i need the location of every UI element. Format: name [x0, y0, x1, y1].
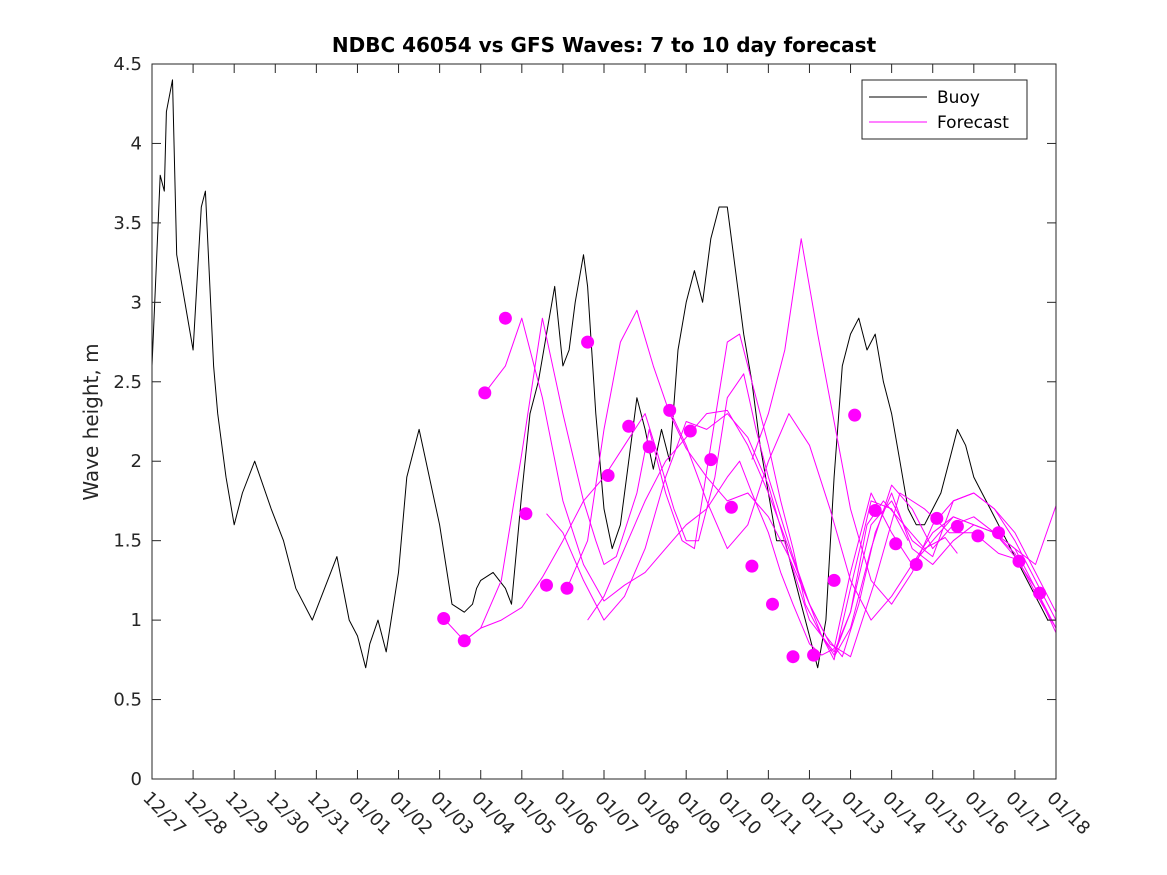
forecast-marker — [683, 424, 697, 438]
legend: Buoy Forecast — [861, 79, 1028, 140]
forecast-marker — [540, 578, 553, 592]
forecast-marker — [519, 507, 533, 521]
forecast-run-line — [833, 484, 1057, 657]
forecast-marker — [622, 419, 636, 433]
forecast-marker — [601, 469, 615, 482]
marker-layer — [437, 311, 1047, 664]
forecast-marker — [930, 511, 944, 525]
y-tick-label: 3.5 — [113, 213, 142, 234]
y-tick-label: 0 — [131, 769, 142, 790]
y-tick-label: 4 — [131, 133, 142, 154]
forecast-marker — [478, 386, 492, 400]
forecast-marker — [1012, 554, 1026, 568]
y-tick-label: 1.5 — [113, 531, 142, 552]
forecast-marker — [663, 403, 677, 417]
forecast-marker — [560, 581, 574, 595]
forecast-run-line — [587, 409, 1024, 658]
forecast-marker — [909, 558, 923, 571]
forecast-marker — [437, 612, 451, 625]
forecast-marker — [498, 311, 512, 325]
y-tick-label: 2 — [131, 451, 142, 472]
forecast-marker — [745, 559, 759, 573]
forecast-marker — [950, 519, 964, 533]
forecast-marker — [889, 537, 903, 551]
y-tick-label: 1 — [131, 610, 142, 631]
forecast-marker — [992, 526, 1005, 540]
legend-box — [861, 79, 1028, 140]
chart-title: NDBC 46054 vs GFS Waves: 7 to 10 day for… — [332, 33, 877, 57]
y-tick-label: 0.5 — [113, 690, 142, 711]
forecast-marker — [724, 500, 738, 514]
forecast-marker — [868, 504, 882, 517]
legend-buoy-label: Buoy — [937, 88, 980, 108]
forecast-marker — [581, 335, 595, 349]
forecast-marker — [848, 408, 862, 422]
legend-forecast-label: Forecast — [937, 113, 1009, 133]
series-layer — [151, 79, 1057, 669]
forecast-marker — [827, 573, 841, 587]
y-tick-label: 3 — [131, 292, 142, 313]
forecast-run-line — [669, 410, 1057, 629]
y-tick-label: 4.5 — [113, 54, 142, 75]
forecast-marker — [971, 529, 985, 543]
y-axis-label: Wave height, m — [79, 343, 103, 500]
forecast-marker — [642, 440, 656, 454]
forecast-run-line — [751, 238, 1057, 613]
forecast-marker — [457, 634, 471, 648]
forecast-marker — [704, 453, 718, 467]
forecast-run-line — [463, 373, 958, 653]
forecast-marker — [807, 648, 821, 662]
buoy-series-line — [151, 79, 1056, 669]
forecast-marker — [766, 597, 779, 611]
forecast-marker — [786, 650, 800, 664]
forecast-run-line — [484, 317, 1057, 656]
y-tick-label: 2.5 — [113, 372, 142, 393]
forecast-marker — [1033, 586, 1047, 600]
plot-area — [152, 64, 1056, 779]
